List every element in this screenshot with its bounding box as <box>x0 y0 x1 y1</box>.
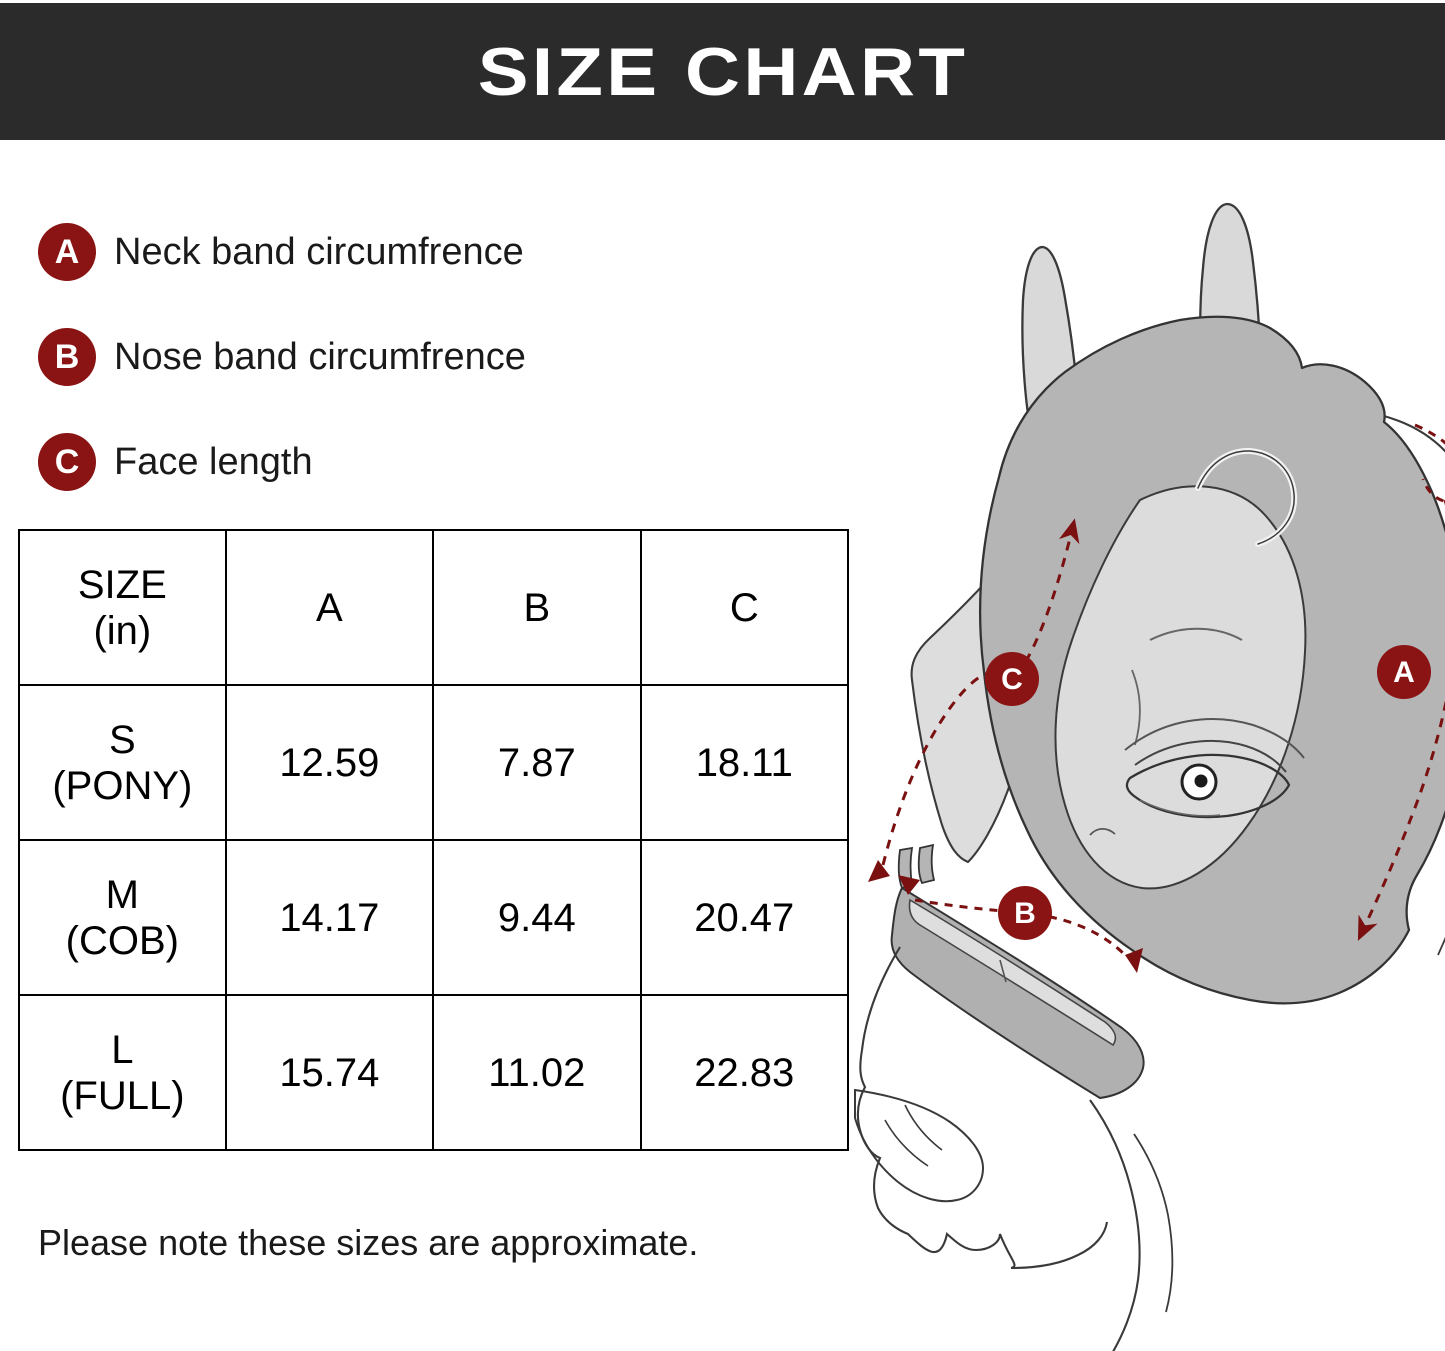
svg-text:B: B <box>1014 897 1036 930</box>
svg-text:A: A <box>1393 656 1415 689</box>
svg-text:C: C <box>1001 663 1023 696</box>
